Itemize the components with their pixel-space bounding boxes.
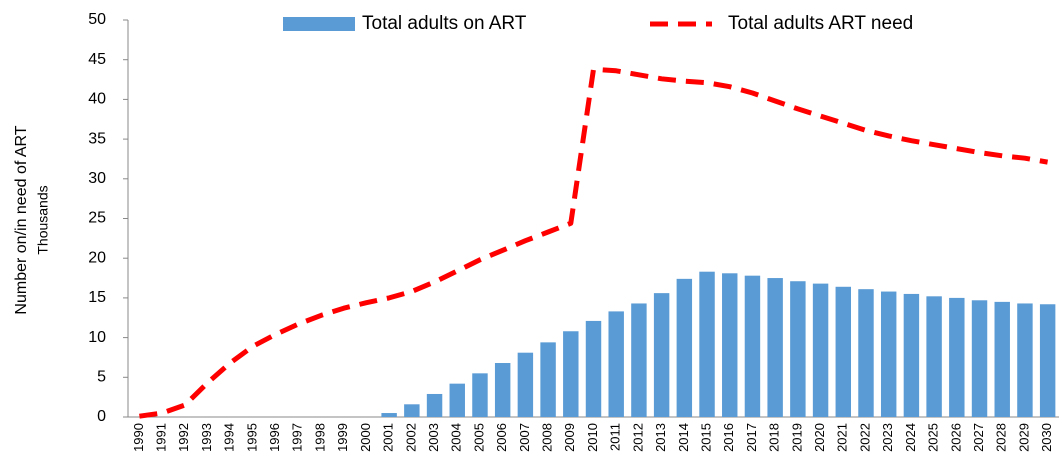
- x-tick-label: 2008: [540, 423, 555, 452]
- bar: [699, 271, 715, 417]
- bar: [926, 296, 942, 417]
- x-tick-label: 1990: [131, 423, 146, 452]
- x-tick-label: 2001: [381, 423, 396, 452]
- x-tick-label: 2005: [471, 423, 486, 452]
- bar: [540, 342, 556, 417]
- x-tick-label: 2029: [1016, 423, 1031, 452]
- line: [139, 66, 1049, 419]
- bar: [676, 278, 693, 417]
- bar: [631, 303, 647, 417]
- x-tick-label: 2024: [903, 423, 918, 452]
- y-tick-label: 35: [88, 130, 106, 147]
- y-axis-unit: Thousands: [35, 185, 51, 254]
- x-tick-label: 2027: [971, 423, 986, 452]
- x-tick-label: 2010: [585, 423, 600, 452]
- bar: [449, 383, 465, 417]
- x-tick-label: 2016: [721, 423, 736, 452]
- y-tick-label: 20: [88, 249, 106, 266]
- x-tick-label: 1999: [335, 423, 350, 452]
- bar: [903, 293, 920, 417]
- bar: [1017, 303, 1033, 417]
- y-tick-label: 10: [88, 329, 106, 346]
- y-tick-label: 25: [88, 210, 106, 227]
- y-tick-label: 50: [88, 11, 106, 28]
- bar: [994, 301, 1010, 417]
- x-tick-label: 2000: [358, 423, 373, 452]
- x-tick-label: 2028: [994, 423, 1009, 452]
- x-tick-label: 2009: [562, 423, 577, 452]
- x-tick-label: 2003: [426, 423, 441, 452]
- bar: [517, 352, 534, 417]
- x-tick-label: 2014: [676, 423, 691, 452]
- x-tick-label: 2013: [653, 423, 668, 452]
- x-tick-label: 2026: [948, 423, 963, 452]
- x-tick-label: 2019: [789, 423, 804, 452]
- bar: [404, 404, 420, 417]
- x-tick-label: 2015: [698, 423, 713, 452]
- x-tick-label: 1996: [267, 423, 282, 452]
- bar: [767, 278, 783, 417]
- x-tick-label: 2020: [812, 423, 827, 452]
- bar: [563, 331, 579, 417]
- x-tick-label: 1993: [199, 423, 214, 452]
- x-tick-label: 1991: [153, 423, 168, 452]
- bar: [585, 320, 602, 417]
- x-tick-label: 2012: [630, 423, 645, 452]
- bar: [880, 291, 897, 417]
- bar: [835, 286, 852, 417]
- x-tick-label: 2018: [767, 423, 782, 452]
- x-tick-label: 2025: [926, 423, 941, 452]
- bar: [494, 363, 511, 417]
- y-tick-label: 5: [97, 369, 106, 386]
- x-tick-label: 1998: [312, 423, 327, 452]
- y-tick-label: 15: [88, 289, 106, 306]
- bar: [949, 297, 965, 417]
- bar: [722, 273, 738, 417]
- bar: [790, 281, 806, 417]
- x-tick-label: 2022: [857, 423, 872, 452]
- bar: [1039, 304, 1056, 417]
- x-tick-label: 2023: [880, 423, 895, 452]
- legend-swatch: [283, 17, 355, 31]
- x-tick-label: 1994: [222, 423, 237, 452]
- bar: [472, 373, 488, 417]
- x-tick-label: 1995: [244, 423, 259, 452]
- y-tick-label: 0: [97, 408, 106, 425]
- y-axis-label: Number on/in need of ART: [13, 125, 30, 314]
- bar: [971, 300, 988, 417]
- x-tick-label: 2030: [1039, 423, 1054, 452]
- x-tick-label: 2007: [517, 423, 532, 452]
- bar: [608, 311, 624, 417]
- x-tick-label: 2004: [449, 423, 464, 452]
- x-tick-label: 2011: [608, 423, 623, 451]
- x-tick-label: 2002: [403, 423, 418, 452]
- legend-label: Total adults on ART: [362, 13, 527, 34]
- bar: [858, 289, 874, 417]
- bar: [812, 283, 829, 417]
- bar: [426, 393, 443, 417]
- y-tick-label: 45: [88, 51, 106, 68]
- y-tick-label: 40: [88, 91, 106, 108]
- bar: [744, 275, 761, 417]
- y-tick-label: 30: [88, 170, 106, 187]
- x-tick-label: 2021: [835, 423, 850, 452]
- x-tick-label: 1992: [176, 423, 191, 452]
- legend-label: Total adults ART need: [728, 13, 913, 34]
- x-tick-label: 2006: [494, 423, 509, 452]
- bar: [381, 413, 397, 417]
- bar: [653, 293, 670, 417]
- x-tick-label: 1997: [290, 423, 305, 452]
- x-tick-label: 2017: [744, 423, 759, 452]
